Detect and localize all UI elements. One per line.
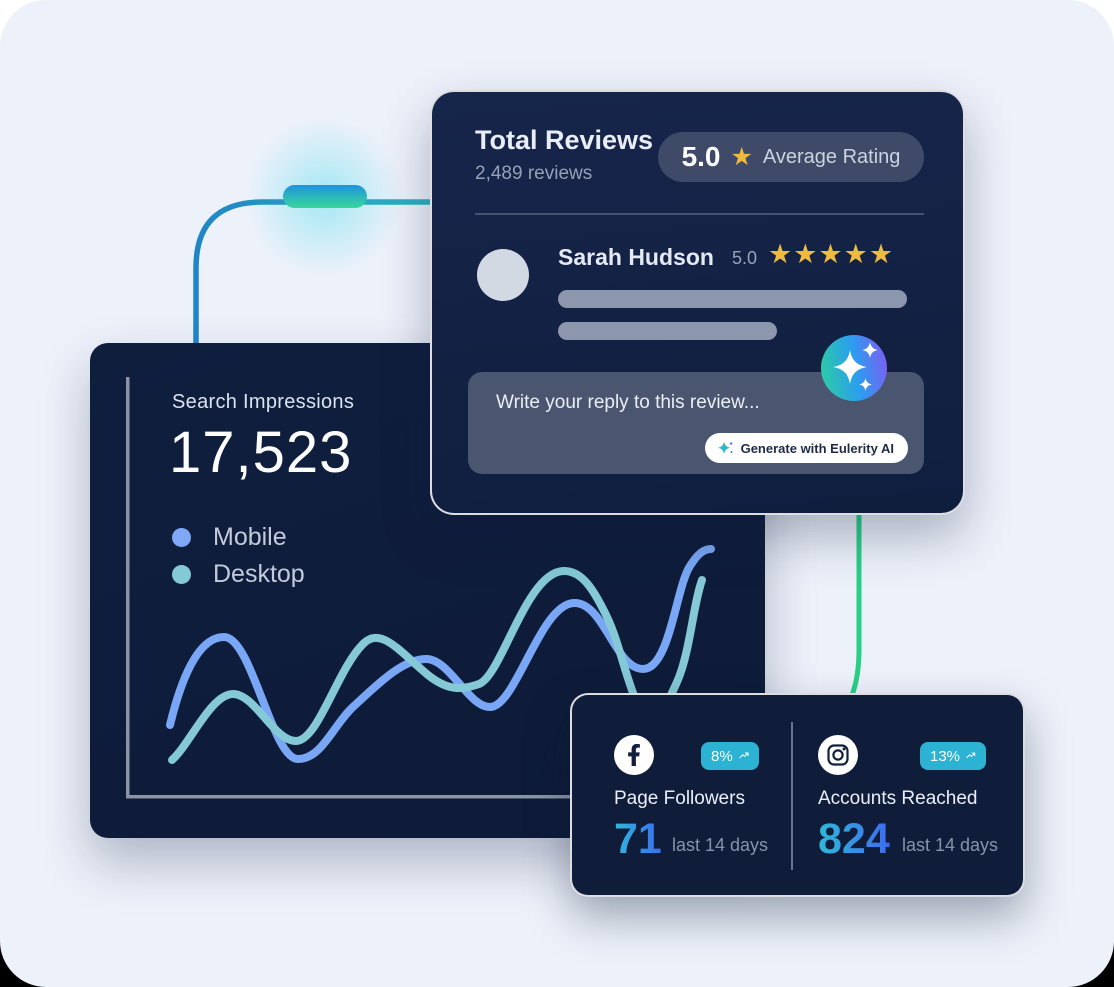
- facebook-icon: [614, 735, 654, 775]
- stat-value: 71: [614, 815, 662, 863]
- stat-value: 824: [818, 815, 890, 863]
- stat-label: Accounts Reached: [818, 788, 978, 809]
- instagram-icon: [818, 735, 858, 775]
- legend-label: Mobile: [213, 523, 287, 551]
- mobile-series-line: [166, 545, 715, 764]
- review-stars: ★★★★★: [768, 239, 895, 269]
- capsule-node: [283, 185, 367, 208]
- review-score: 5.0: [732, 248, 758, 268]
- reviewer-avatar: [477, 249, 529, 301]
- green-connector-line: [848, 509, 862, 701]
- social-stats-card: 8% Page Followers 71 last 14 days 13% Ac…: [570, 693, 1025, 897]
- legend-label: Desktop: [213, 560, 305, 588]
- reply-placeholder-text: Write your reply to this review...: [496, 392, 760, 413]
- mobile-legend-dot: [172, 528, 191, 547]
- chart-x-axis: [126, 795, 742, 799]
- reviewer-name: Sarah Hudson: [558, 244, 714, 270]
- eulerity-ai-badge-icon: [821, 335, 887, 401]
- blue-connector-line: [193, 199, 436, 349]
- facebook-change-badge: 8%: [701, 742, 759, 770]
- divider: [791, 722, 793, 870]
- change-value: 13%: [930, 747, 961, 765]
- stat-period: last 14 days: [902, 835, 999, 855]
- legend-item-desktop: Desktop: [172, 556, 305, 593]
- sparkle-icon: [717, 440, 733, 454]
- star-icon: ★: [730, 142, 753, 171]
- total-reviews-card: Total Reviews 2,489 reviews 5.0 ★ Averag…: [430, 90, 965, 515]
- rating-score: 5.0: [681, 141, 721, 172]
- review-text-placeholder-bar: [558, 322, 777, 340]
- sparkle-icon: [833, 350, 867, 384]
- average-rating-badge: 5.0 ★ Average Rating: [658, 132, 924, 182]
- divider: [475, 213, 924, 215]
- facebook-stat: 8% Page Followers 71 last 14 days: [614, 695, 790, 895]
- review-text-placeholder-bar: [558, 290, 907, 308]
- card-title: Total Reviews: [475, 125, 654, 155]
- trending-up-icon: [739, 752, 749, 759]
- chart-legend: Mobile Desktop: [172, 519, 305, 593]
- instagram-change-badge: 13%: [920, 742, 986, 770]
- trending-up-icon: [966, 752, 976, 759]
- sparkle-icon: [859, 378, 872, 391]
- generate-ai-button[interactable]: Generate with Eulerity AI: [704, 433, 908, 463]
- stat-period: last 14 days: [672, 835, 769, 855]
- change-value: 8%: [711, 747, 733, 765]
- legend-item-mobile: Mobile: [172, 519, 305, 556]
- instagram-stat: 13% Accounts Reached 824 last 14 days: [818, 695, 1008, 895]
- desktop-legend-dot: [172, 565, 191, 584]
- card-title: Search Impressions: [172, 391, 355, 413]
- chart-y-axis: [126, 377, 130, 798]
- stat-label: Page Followers: [614, 788, 745, 809]
- impressions-value: 17,523: [169, 420, 353, 485]
- sparkle-icon: [862, 342, 878, 358]
- generate-ai-button-label: Generate with Eulerity AI: [740, 440, 894, 456]
- rating-label: Average Rating: [762, 145, 901, 168]
- reviews-count: 2,489 reviews: [475, 163, 593, 184]
